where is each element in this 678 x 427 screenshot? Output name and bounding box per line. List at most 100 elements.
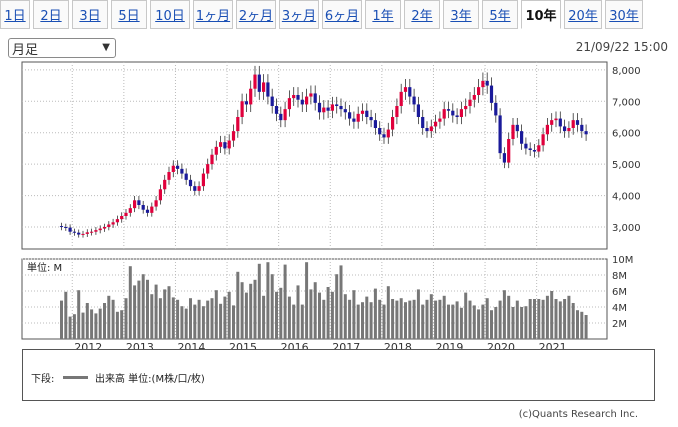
candle-body	[494, 102, 498, 116]
volume-bar	[206, 300, 210, 339]
candle-period-select[interactable]: 月足 ▼	[8, 38, 116, 58]
chevron-down-icon: ▼	[102, 42, 110, 53]
volume-bar	[408, 300, 412, 339]
price-datetime: 21/09/22 15:00	[575, 40, 668, 54]
volume-bar	[404, 302, 407, 339]
candle-body	[472, 95, 476, 100]
volume-bar	[64, 291, 68, 339]
volume-bar	[137, 280, 141, 339]
tab-14[interactable]: 20年	[564, 0, 602, 29]
volume-unit-label: 単位: M	[27, 261, 62, 274]
candle-body	[498, 115, 502, 154]
volume-bar	[133, 285, 137, 339]
volume-bar	[158, 298, 162, 339]
volume-bar	[300, 304, 304, 339]
volume-bar	[459, 307, 463, 339]
year-tick-label: 2021	[539, 341, 567, 350]
candle-body	[257, 74, 261, 92]
candle-body	[219, 142, 223, 147]
tab-13[interactable]: 10年	[521, 0, 561, 29]
volume-bar	[533, 299, 536, 339]
volume-bar	[318, 292, 321, 339]
candle-body	[266, 82, 270, 97]
candle-body	[81, 233, 85, 235]
tab-4[interactable]: 10日	[150, 0, 190, 29]
candle-body	[309, 93, 313, 97]
candle-body	[425, 128, 429, 132]
volume-tick-label: 10M	[612, 255, 633, 266]
price-tick-label: 5,000	[612, 160, 641, 171]
volume-bar	[421, 304, 425, 339]
volume-bar	[481, 304, 485, 339]
price-tick-label: 7,000	[612, 97, 641, 108]
volume-bar	[176, 299, 180, 339]
candle-body	[455, 115, 459, 117]
candle-body	[421, 117, 425, 128]
volume-bar	[567, 295, 571, 339]
candle-body	[171, 165, 175, 172]
tab-8[interactable]: 6ヶ月	[322, 0, 362, 29]
candle-body	[90, 231, 94, 233]
tab-9[interactable]: 1年	[365, 0, 401, 29]
tab-15[interactable]: 30年	[605, 0, 643, 29]
tab-2[interactable]: 3日	[72, 0, 108, 29]
tab-11[interactable]: 3年	[443, 0, 479, 29]
tab-12[interactable]: 5年	[482, 0, 518, 29]
volume-bar	[141, 274, 145, 339]
candle-body	[580, 124, 584, 132]
volume-bar	[184, 308, 188, 339]
volume-bar	[279, 287, 283, 339]
volume-bar	[507, 295, 511, 339]
volume-bar	[249, 283, 253, 339]
tab-7[interactable]: 3ヶ月	[279, 0, 319, 29]
volume-bar	[455, 301, 459, 339]
candle-body	[167, 172, 171, 180]
volume-tick-label: 2M	[612, 319, 627, 330]
year-tick-label: 2012	[74, 341, 102, 350]
volume-bar	[296, 285, 300, 339]
price-tick-label: 6,000	[612, 129, 641, 140]
candle-body	[468, 99, 472, 106]
volume-bar	[219, 303, 223, 339]
candle-body	[335, 104, 339, 106]
candle-body	[85, 232, 89, 234]
tab-1[interactable]: 2日	[33, 0, 69, 29]
volume-bar	[115, 311, 119, 339]
year-tick-label: 2015	[229, 341, 257, 350]
candle-body	[154, 200, 158, 207]
volume-bar	[94, 313, 98, 339]
candle-body	[360, 110, 365, 114]
candle-body	[279, 113, 283, 121]
volume-bar	[485, 298, 489, 339]
volume-bar	[520, 307, 524, 339]
volume-bar	[292, 304, 296, 339]
candle-body	[292, 95, 296, 99]
volume-bar	[365, 296, 369, 339]
volume-bar	[558, 301, 562, 339]
volume-bar	[399, 298, 403, 339]
volume-bar	[210, 298, 214, 339]
candle-body	[434, 121, 438, 127]
volume-bar	[580, 311, 584, 339]
tab-3[interactable]: 5日	[111, 0, 147, 29]
volume-bar	[369, 302, 373, 339]
volume-tick-label: 6M	[612, 287, 627, 298]
volume-bar	[472, 305, 476, 339]
year-tick-label: 2018	[384, 341, 412, 350]
tab-6[interactable]: 2ヶ月	[236, 0, 276, 29]
volume-bar	[434, 300, 438, 339]
candle-body	[107, 224, 111, 227]
volume-bar	[193, 304, 197, 339]
tab-5[interactable]: 1ヶ月	[193, 0, 233, 29]
volume-bar	[382, 304, 386, 339]
volume-bar	[103, 303, 106, 339]
tab-0[interactable]: 1日	[0, 0, 30, 29]
volume-bar	[72, 314, 76, 339]
volume-bar	[275, 291, 278, 339]
volume-bar	[85, 303, 89, 339]
volume-bar	[584, 315, 588, 339]
tab-10[interactable]: 2年	[404, 0, 440, 29]
volume-bar	[326, 287, 330, 339]
volume-bar	[167, 286, 171, 339]
volume-bar	[335, 274, 339, 339]
